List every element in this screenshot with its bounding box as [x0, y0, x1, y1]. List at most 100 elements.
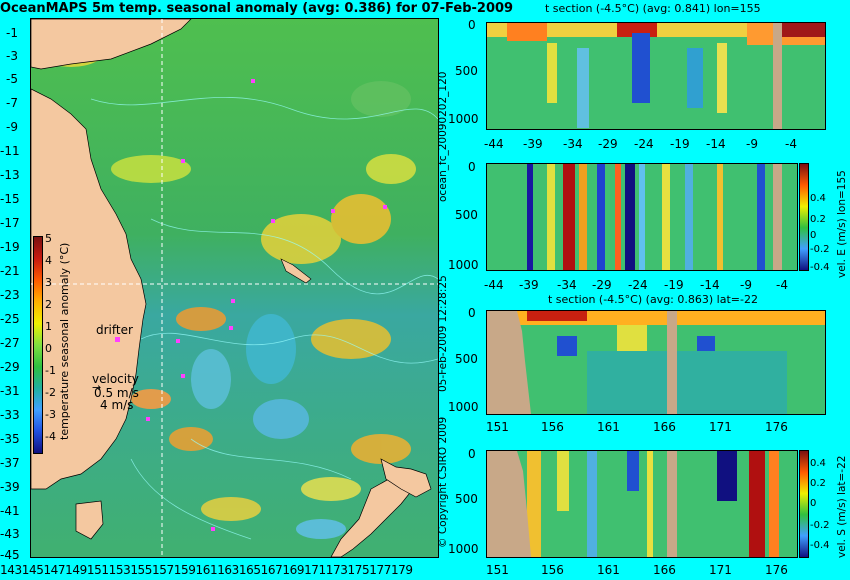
panel2-ytick: 1000	[448, 258, 479, 272]
velocity-arrow-icon: →	[92, 381, 102, 394]
bathymetry-contours	[90, 97, 438, 540]
panel3-xtick: 176	[765, 420, 788, 434]
anomaly-map[interactable]	[30, 18, 439, 558]
lat-tick: -9	[6, 120, 18, 134]
cb-tick: -0.2	[810, 520, 830, 531]
panel3-xtick: 151	[486, 420, 509, 434]
cb-tick: 0.4	[810, 193, 826, 204]
lat-tick: -13	[0, 168, 20, 182]
lon-tick: 147	[43, 563, 66, 577]
lon-tick: 167	[260, 563, 283, 577]
lon-tick: 155	[130, 563, 153, 577]
panel1-xtick: -14	[706, 137, 726, 151]
panel1-xtick: -39	[523, 137, 543, 151]
colorbar-label: temperature seasonal anomaly (°C)	[58, 242, 71, 440]
panel2-ytick: 500	[455, 208, 478, 222]
panel2-xtick: -9	[740, 278, 752, 292]
panel3-ytick: 1000	[448, 400, 479, 414]
panel2-xtick: -24	[628, 278, 648, 292]
lat-tick: -7	[6, 96, 18, 110]
cb-tick: -0.4	[810, 540, 830, 551]
panel3-section[interactable]	[486, 310, 826, 415]
panel4-xtick: 151	[486, 563, 509, 577]
panel2-xtick: -34	[557, 278, 577, 292]
panel1-xtick: -4	[785, 137, 797, 151]
cb-tick: 0	[810, 498, 817, 509]
lat-tick: -17	[0, 216, 20, 230]
lat-tick: -27	[0, 336, 20, 350]
panel1-title: t section (-4.5°C) (avg: 0.841) lon=155	[545, 2, 761, 15]
colorbar-tick: 5	[45, 232, 52, 245]
panel3-xtick: 166	[653, 420, 676, 434]
map-colorbar	[33, 236, 43, 454]
colorbar-tick: -3	[45, 408, 56, 421]
colorbar-tick: 2	[45, 298, 52, 311]
cb-tick: -0.4	[810, 262, 830, 273]
panel3-xtick: 156	[541, 420, 564, 434]
panel2-xtick: -14	[700, 278, 720, 292]
panel1-xtick: -9	[746, 137, 758, 151]
panel2-xtick: -19	[664, 278, 684, 292]
velocity-legend-label: velocity	[92, 372, 139, 386]
panel1-canvas	[487, 23, 825, 129]
panel2-colorbar	[799, 163, 809, 271]
panel2-canvas	[487, 164, 797, 270]
new-caledonia-land	[280, 258, 312, 284]
lat-tick: -25	[0, 312, 20, 326]
lon-tick: 179	[390, 563, 413, 577]
north-island-land	[380, 458, 432, 498]
panel1-ytick: 1000	[448, 112, 479, 126]
lon-tick: 159	[173, 563, 196, 577]
drifter-markers	[115, 79, 387, 531]
panel4-colorbar	[799, 450, 809, 558]
panel3-xtick: 171	[709, 420, 732, 434]
cb-tick: -0.2	[810, 244, 830, 255]
drifter-legend-label: drifter	[96, 323, 133, 337]
copyright-label: © Copyright CSIRO 2009	[437, 416, 449, 548]
lon-tick: 149	[65, 563, 87, 577]
colorbar-tick: 1	[45, 320, 52, 333]
colorbar-tick: 4	[45, 254, 52, 267]
page-title: OceanMAPS 5m temp. seasonal anomaly (avg…	[0, 1, 514, 16]
lat-tick: -37	[0, 456, 20, 470]
panel1-xtick: -19	[670, 137, 690, 151]
australia-land	[31, 88, 147, 490]
panel2-xtick: -4	[776, 278, 788, 292]
panel4-side-label: vel. S (m/s) lat=-22	[836, 455, 848, 558]
lon-tick: 143	[0, 563, 22, 577]
lon-tick: 145	[21, 563, 44, 577]
lat-tick: -15	[0, 192, 20, 206]
colorbar-tick: -1	[45, 364, 56, 377]
lat-tick: -1	[6, 26, 18, 40]
lat-tick: -35	[0, 432, 20, 446]
panel1-section[interactable]	[486, 22, 826, 130]
lon-tick: 169	[282, 563, 305, 577]
panel1-xtick: -34	[563, 137, 583, 151]
lon-tick: 173	[325, 563, 348, 577]
panel3-ytick: 500	[455, 352, 478, 366]
panel3-title: t section (-4.5°C) (avg: 0.863) lat=-22	[548, 293, 758, 306]
colorbar-tick: 3	[45, 276, 52, 289]
panel3-canvas	[487, 311, 825, 414]
lon-tick: 165	[238, 563, 261, 577]
panel1-xtick: -44	[484, 137, 504, 151]
lon-tick: 175	[347, 563, 370, 577]
panel2-xtick: -44	[484, 278, 504, 292]
panel3-ytick: 0	[468, 306, 476, 320]
lon-tick: 171	[304, 563, 326, 577]
panel2-section[interactable]	[486, 163, 798, 271]
lat-tick: -5	[6, 72, 18, 86]
lat-tick: -45	[0, 548, 20, 562]
panel3-xtick: 161	[597, 420, 620, 434]
panel4-xtick: 161	[597, 563, 620, 577]
panel4-section[interactable]	[486, 450, 798, 558]
lat-tick: -41	[0, 504, 20, 518]
panel2-side-label: vel. E (m/s) lon=155	[836, 170, 848, 278]
panel4-xtick: 156	[541, 563, 564, 577]
lat-tick: -3	[6, 49, 18, 63]
panel4-xtick: 171	[709, 563, 732, 577]
tasmania-land	[75, 500, 104, 540]
velocity-legend-value2: 4 m/s	[100, 398, 134, 412]
colorbar-tick: 0	[45, 342, 52, 355]
cb-tick: 0.2	[810, 214, 826, 225]
